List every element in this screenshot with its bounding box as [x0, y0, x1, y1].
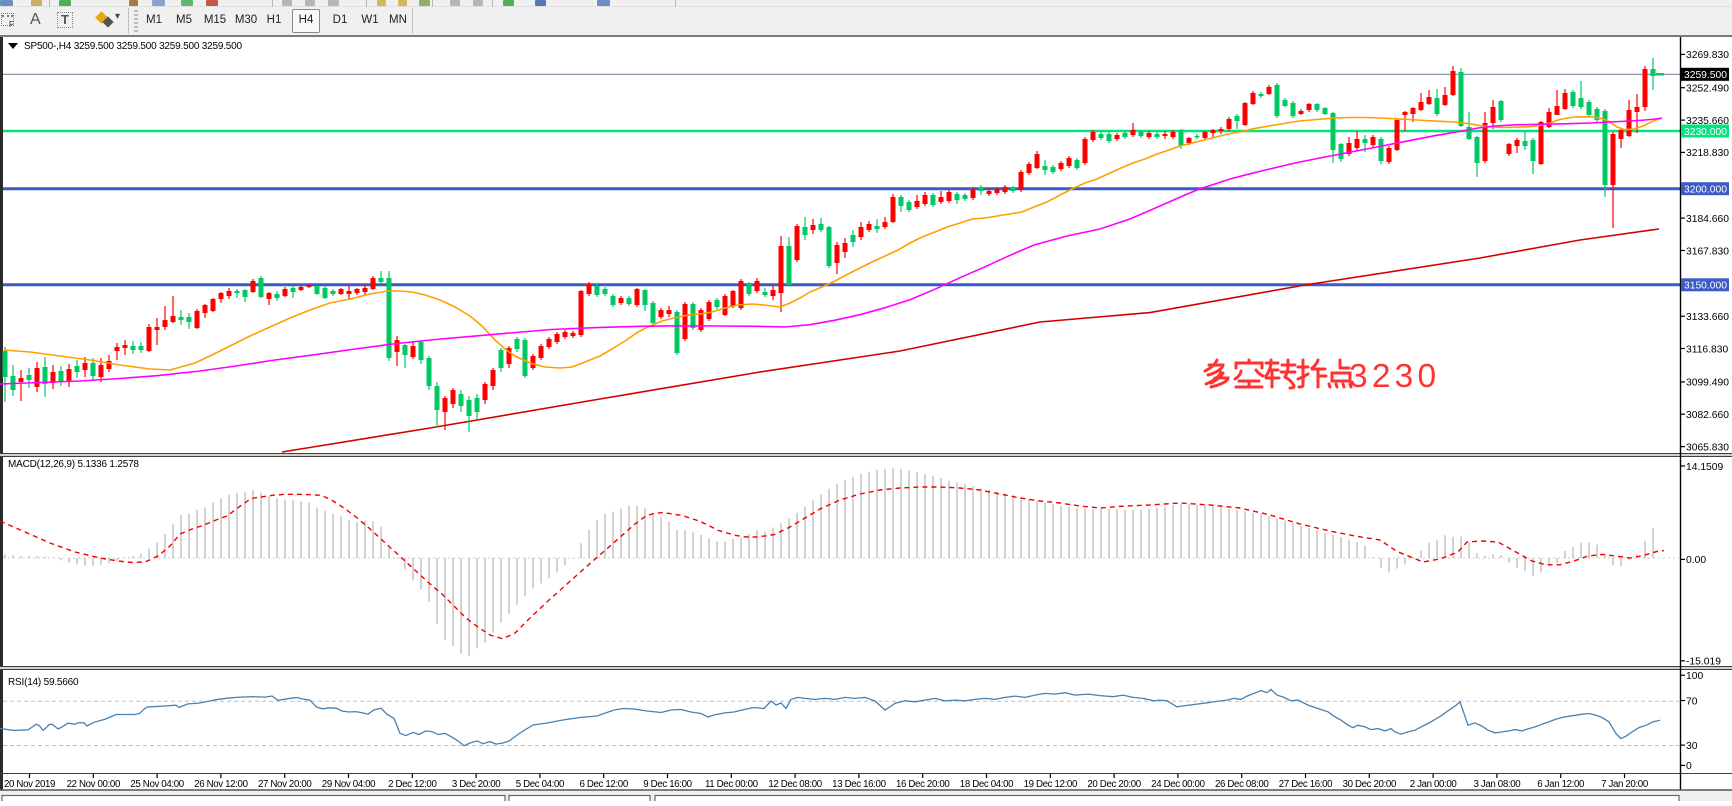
svg-text:26 Dec 08:00: 26 Dec 08:00 [1215, 779, 1269, 790]
svg-text:3230.000: 3230.000 [1684, 127, 1727, 138]
svg-text:3116.830: 3116.830 [1686, 344, 1728, 355]
svg-text:12 Dec 08:00: 12 Dec 08:00 [768, 779, 822, 790]
svg-text:3 Dec 20:00: 3 Dec 20:00 [452, 779, 501, 790]
svg-text:20 Dec 20:00: 20 Dec 20:00 [1087, 779, 1141, 790]
svg-text:18 Dec 04:00: 18 Dec 04:00 [960, 779, 1014, 790]
svg-text:6 Jan 12:00: 6 Jan 12:00 [1537, 779, 1585, 790]
svg-text:3200.000: 3200.000 [1684, 185, 1727, 196]
svg-text:RSI(14) 59.5660: RSI(14) 59.5660 [8, 677, 79, 688]
svg-text:0.00: 0.00 [1686, 555, 1706, 566]
svg-text:19 Dec 12:00: 19 Dec 12:00 [1024, 779, 1078, 790]
svg-text:100: 100 [1686, 671, 1703, 682]
svg-text:3082.660: 3082.660 [1686, 410, 1729, 421]
svg-text:30: 30 [1686, 741, 1698, 752]
svg-text:MACD(12,26,9) 5.1336 1.2578: MACD(12,26,9) 5.1336 1.2578 [8, 459, 139, 470]
svg-text:27 Nov 20:00: 27 Nov 20:00 [258, 779, 312, 790]
svg-text:29 Nov 04:00: 29 Nov 04:00 [322, 779, 376, 790]
svg-text:14.1509: 14.1509 [1686, 462, 1723, 473]
svg-text:26 Nov 12:00: 26 Nov 12:00 [194, 779, 248, 790]
svg-text:3133.660: 3133.660 [1686, 312, 1729, 323]
svg-text:3167.830: 3167.830 [1686, 246, 1729, 257]
svg-text:70: 70 [1686, 696, 1698, 707]
svg-text:20 Nov 2019: 20 Nov 2019 [4, 779, 55, 790]
svg-text:5 Dec 04:00: 5 Dec 04:00 [516, 779, 565, 790]
svg-text:3269.830: 3269.830 [1686, 50, 1729, 61]
svg-text:22 Nov 00:00: 22 Nov 00:00 [67, 779, 121, 790]
svg-text:3235.660: 3235.660 [1686, 116, 1729, 127]
svg-text:27 Dec 16:00: 27 Dec 16:00 [1279, 779, 1333, 790]
svg-text:11 Dec 00:00: 11 Dec 00:00 [705, 779, 759, 790]
svg-text:9 Dec 16:00: 9 Dec 16:00 [643, 779, 692, 790]
svg-text:7 Jan 20:00: 7 Jan 20:00 [1601, 779, 1649, 790]
svg-text:2 Dec 12:00: 2 Dec 12:00 [388, 779, 437, 790]
svg-text:3230: 3230 [1349, 358, 1440, 395]
svg-text:16 Dec 20:00: 16 Dec 20:00 [896, 779, 950, 790]
svg-text:2 Jan 00:00: 2 Jan 00:00 [1410, 779, 1458, 790]
svg-text:3184.660: 3184.660 [1686, 214, 1729, 225]
svg-text:3 Jan 08:00: 3 Jan 08:00 [1474, 779, 1522, 790]
svg-text:0: 0 [1686, 761, 1692, 772]
svg-text:3150.000: 3150.000 [1684, 281, 1727, 292]
svg-text:SP500-,H4 3259.500 3259.500 3: SP500-,H4 3259.500 3259.500 3259.500 325… [24, 41, 243, 52]
svg-text:-15.019: -15.019 [1686, 657, 1721, 668]
svg-text:3259.500: 3259.500 [1684, 70, 1727, 81]
svg-text:25 Nov 04:00: 25 Nov 04:00 [130, 779, 184, 790]
svg-text:6 Dec 12:00: 6 Dec 12:00 [579, 779, 628, 790]
svg-text:3252.490: 3252.490 [1686, 84, 1729, 95]
svg-text:3065.830: 3065.830 [1686, 442, 1729, 453]
svg-text:24 Dec 00:00: 24 Dec 00:00 [1151, 779, 1205, 790]
svg-text:30 Dec 20:00: 30 Dec 20:00 [1343, 779, 1397, 790]
svg-text:3099.490: 3099.490 [1686, 378, 1729, 389]
svg-text:3218.830: 3218.830 [1686, 148, 1729, 159]
svg-text:13 Dec 16:00: 13 Dec 16:00 [832, 779, 886, 790]
